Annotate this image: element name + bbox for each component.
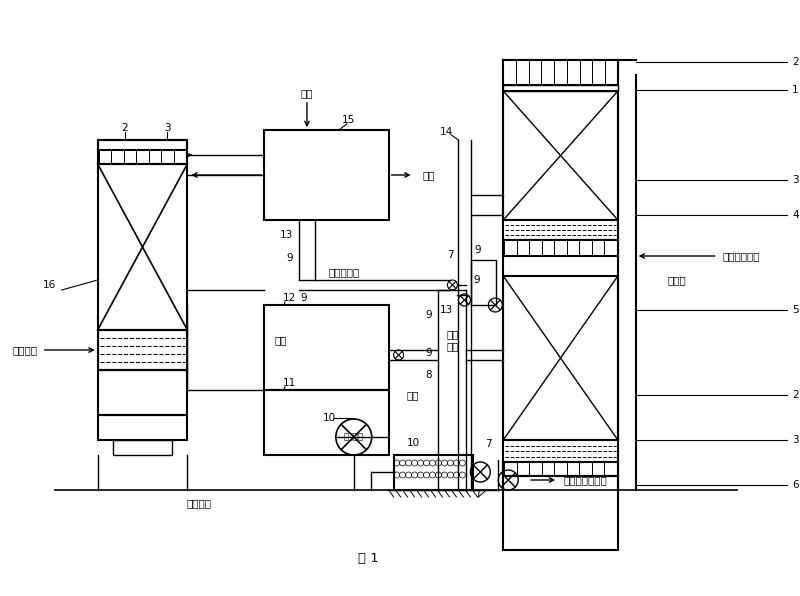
Bar [503, 60, 618, 85]
Text: 9: 9 [474, 245, 481, 255]
Text: 图 1: 图 1 [358, 551, 379, 564]
Bar [98, 150, 186, 164]
Bar [503, 91, 618, 220]
Bar [503, 462, 618, 476]
Text: 9: 9 [425, 348, 431, 358]
Bar [264, 130, 389, 220]
Text: 14: 14 [440, 127, 454, 137]
Bar [471, 260, 496, 305]
Bar [98, 140, 187, 164]
Text: 脱硫
浆液: 脱硫 浆液 [446, 329, 458, 351]
Bar [504, 462, 617, 476]
Bar [503, 85, 618, 91]
Bar [503, 240, 618, 256]
Text: 烟气: 烟气 [274, 335, 287, 345]
Bar [504, 240, 617, 256]
Text: 16: 16 [43, 280, 57, 290]
Text: 4: 4 [792, 210, 799, 220]
Text: 8: 8 [425, 370, 431, 380]
Bar [394, 455, 474, 490]
Bar [503, 276, 618, 440]
Text: 净烟气去烟囱: 净烟气去烟囱 [722, 251, 760, 261]
Text: 9: 9 [425, 310, 431, 320]
Text: 烟气: 烟气 [406, 390, 418, 400]
Text: 3: 3 [792, 435, 799, 445]
Text: 2: 2 [122, 123, 128, 133]
Text: 1: 1 [792, 85, 799, 95]
Bar [98, 140, 187, 150]
Bar [98, 330, 187, 370]
Text: 11: 11 [282, 378, 296, 388]
Bar [98, 415, 187, 440]
Bar [503, 440, 618, 462]
Text: 2: 2 [792, 57, 799, 67]
Bar [264, 390, 389, 455]
Text: 15: 15 [342, 115, 355, 125]
Text: 9: 9 [474, 275, 480, 285]
Text: 12: 12 [282, 293, 296, 303]
Bar [503, 440, 618, 462]
Text: 7: 7 [485, 439, 492, 449]
Text: 10: 10 [407, 438, 420, 448]
Bar [503, 60, 618, 85]
Text: 3: 3 [792, 175, 799, 185]
Text: 去脱水、制石膏: 去脱水、制石膏 [563, 475, 607, 485]
Bar [113, 440, 173, 455]
Text: 13: 13 [280, 230, 293, 240]
Text: 9: 9 [286, 253, 293, 263]
Text: 锅炉送风: 锅炉送风 [13, 345, 38, 355]
Bar [264, 305, 389, 390]
Text: 烟气: 烟气 [301, 88, 313, 98]
Text: 5: 5 [792, 305, 799, 315]
Text: 9: 9 [300, 293, 307, 303]
Text: 热脱硫母液: 热脱硫母液 [328, 267, 359, 277]
Bar [503, 220, 618, 240]
Bar [503, 476, 618, 550]
Text: 2: 2 [792, 390, 799, 400]
Bar [98, 164, 187, 330]
Text: 7: 7 [447, 250, 454, 260]
Text: 3: 3 [164, 123, 170, 133]
Text: 净烟气: 净烟气 [668, 275, 686, 285]
Bar [503, 220, 618, 240]
Text: 6: 6 [792, 480, 799, 490]
Text: 脱硫母液: 脱硫母液 [187, 498, 212, 508]
Bar [98, 330, 187, 370]
Text: 13: 13 [440, 305, 454, 315]
Text: 热风: 热风 [422, 170, 435, 180]
Bar [98, 370, 187, 415]
Text: 10: 10 [322, 413, 336, 423]
Text: 脱硫母液: 脱硫母液 [344, 433, 364, 442]
